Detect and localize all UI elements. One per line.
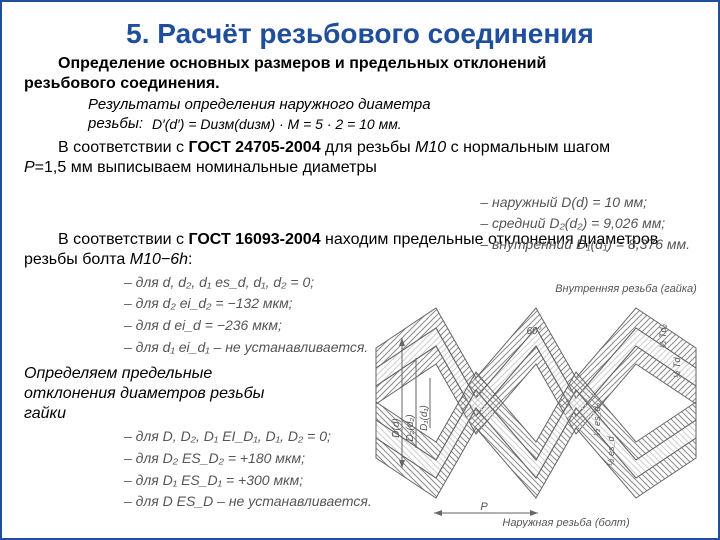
nominal-row-3: – внутренний D₁(d₁) = 8,376 мм.	[480, 234, 690, 255]
bottom-label: Наружная резьба (болт)	[502, 517, 630, 528]
nominal-row-2: – средний D₂(d₂) = 9,026 мм;	[480, 213, 690, 234]
subhead-line2: резьбового соединения.	[24, 75, 220, 92]
gost1-std: ГОСТ 24705-2004	[189, 139, 321, 156]
gost1-post: с нормальным шагом	[446, 139, 610, 156]
esd2-label: ½ es_d₂	[592, 402, 602, 436]
gost1-pre: В соответствии с	[58, 139, 189, 156]
td-label: ½ Td	[672, 356, 682, 378]
top-label: Внутренняя резьба (гайка)	[555, 283, 697, 295]
esd-label: ½ es_d	[606, 435, 616, 466]
p-label: P	[480, 501, 488, 513]
gost1-p: Р	[24, 159, 35, 176]
gost2-pre: В соответствии с	[58, 231, 189, 248]
page-title: 5. Расчёт резьбового соединения	[24, 18, 696, 50]
thread-diagram: P 60° D(d) D₂(d₂) D₁(d₁) ½ Td₂ ½ Td ½ es…	[366, 278, 706, 528]
dim-d: D(d)	[391, 418, 402, 437]
gost1-tail: =1,5 мм выписываем номинальные диаметры	[35, 159, 377, 176]
gost1-mid: для резьбы	[321, 139, 415, 156]
subhead: Определение основных размеров и предельн…	[24, 54, 696, 94]
slide: 5. Расчёт резьбового соединения Определе…	[0, 0, 720, 540]
gost2-std: ГОСТ 16093-2004	[189, 231, 321, 248]
results-label-l2: резьбы:	[88, 115, 143, 132]
gost1-para: В соответствии с ГОСТ 24705-2004 для рез…	[24, 138, 696, 178]
gost2-thr: М10−6h	[130, 251, 188, 268]
td2-label: ½ Td₂	[658, 323, 668, 348]
angle-label: 60°	[526, 326, 541, 337]
dim-d2: D₂(d₂)	[405, 414, 416, 441]
nut-deviation-label: Определяем предельные отклонения диаметр…	[24, 364, 304, 424]
subhead-line1: Определение основных размеров и предельн…	[58, 55, 546, 72]
nominal-row-1: – наружный D(d) = 10 мм;	[480, 192, 690, 213]
nominal-diameters: – наружный D(d) = 10 мм; – средний D₂(d₂…	[480, 192, 690, 255]
gost2-post: :	[188, 251, 192, 268]
results-label-l1: Результаты определения наружного диаметр…	[88, 96, 431, 113]
dim-d1: D₁(d₁)	[419, 405, 430, 431]
formula: D′(d′) = Dизм(dизм) · M = 5 · 2 = 10 мм.	[152, 116, 696, 132]
gost1-m10: М10	[415, 139, 446, 156]
